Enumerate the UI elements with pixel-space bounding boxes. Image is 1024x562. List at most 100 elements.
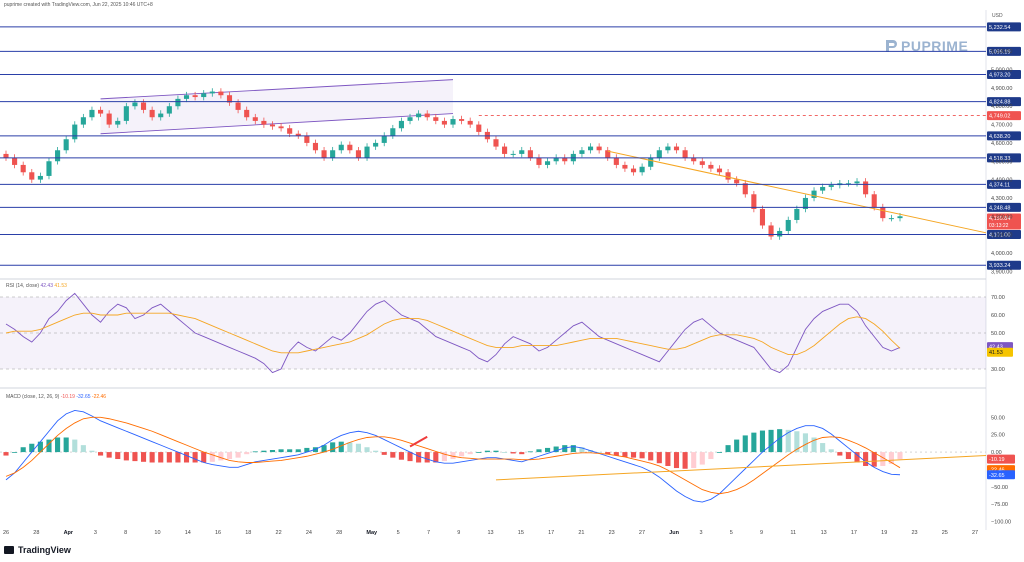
macd-histogram-bar <box>777 429 783 453</box>
candle-body <box>278 126 284 129</box>
level-label-box <box>987 179 1021 189</box>
time-tick-label: 3 <box>94 530 97 536</box>
tradingview-logo-icon <box>4 546 14 554</box>
candle-body <box>252 117 258 121</box>
candle-body <box>845 183 851 185</box>
macd-histogram-bar <box>794 431 800 453</box>
puprime-watermark: PUPRIME <box>884 38 968 54</box>
time-tick-label: 15 <box>518 530 524 536</box>
macd-histogram-bar <box>330 442 336 453</box>
macd-histogram-bar <box>519 452 525 455</box>
macd-histogram-bar <box>888 452 894 464</box>
price-tick-label: 4,600.00 <box>991 141 1012 147</box>
macd-tick-label: 50.00 <box>991 415 1005 421</box>
candle-body <box>390 128 396 136</box>
macd-histogram-bar <box>132 452 138 462</box>
time-tick-label: 9 <box>760 530 763 536</box>
macd-histogram-bar <box>708 452 714 460</box>
time-tick-label: 19 <box>881 530 887 536</box>
macd-histogram-bar <box>802 433 808 453</box>
macd-histogram-bar <box>175 452 181 463</box>
time-tick-label: 5 <box>397 530 400 536</box>
time-tick-label: 23 <box>911 530 917 536</box>
candle-body <box>98 109 104 114</box>
level-label-box <box>987 153 1021 163</box>
time-tick-label: 28 <box>33 530 39 536</box>
rsi-ma-value-box <box>987 347 1013 357</box>
price-tick-label: 4,400.00 <box>991 178 1012 184</box>
level-label-box <box>987 131 1021 141</box>
macd-histogram-bar <box>639 452 645 459</box>
macd-value-box <box>987 454 1015 464</box>
macd-histogram-bar <box>510 452 516 454</box>
candle-body <box>682 150 688 158</box>
macd-hist-value: -10.19 <box>60 394 75 400</box>
candle-body <box>579 150 585 154</box>
macd-histogram-bar <box>338 441 344 453</box>
candle-body <box>158 113 164 118</box>
macd-histogram-bar <box>347 442 353 453</box>
macd-histogram-bar <box>828 449 834 453</box>
last-price-label: 4,190.84 <box>989 216 1010 222</box>
level-label: 4,638.20 <box>989 134 1010 140</box>
candle-body <box>820 186 826 191</box>
price-axis: 5,100.00 5,000.00 4,900.00 4,800.00 4,700.00… <box>991 49 1012 275</box>
macd-histogram-bar <box>871 452 877 467</box>
rsi-tick-label: 50.00 <box>991 331 1005 337</box>
macd-histogram-bar <box>12 452 18 453</box>
candle-body <box>665 146 671 151</box>
macd-histogram-bar <box>63 437 69 453</box>
macd-histogram-bar <box>226 452 233 460</box>
macd-histogram-bar <box>502 452 508 453</box>
macd-histogram-bar <box>613 452 619 456</box>
candle-body <box>888 218 894 220</box>
rsi-ma-line <box>5 312 901 356</box>
candle-body <box>355 150 361 158</box>
candle-body <box>493 139 499 147</box>
time-tick-label: May <box>366 530 378 536</box>
macd-histogram-bar <box>493 450 499 453</box>
time-tick-label: 16 <box>215 530 221 536</box>
macd-histogram-bar <box>845 452 851 460</box>
macd-histogram-bar <box>536 449 542 453</box>
macd-title: MACD (close, 12, 26, 9) -10.19 -32.65 -2… <box>6 394 106 400</box>
candle-body <box>261 120 267 125</box>
macd-histogram-bar <box>20 447 26 453</box>
candle-body <box>639 166 645 173</box>
macd-histogram-bar <box>665 452 671 466</box>
macd-histogram-bar <box>261 450 267 453</box>
time-tick-label: 28 <box>336 530 342 536</box>
macd-histogram-bar <box>295 449 301 453</box>
price-tick-label: 3,900.00 <box>991 269 1012 275</box>
level-label: 3,933.24 <box>989 263 1010 269</box>
candle-body <box>656 150 662 158</box>
candle-body <box>149 109 155 118</box>
candle-body <box>304 135 310 143</box>
time-tick-label: Jun <box>669 530 679 536</box>
macd-histogram-bar <box>29 443 35 453</box>
countdown-label: 03:13:22 <box>989 223 1009 229</box>
macd-histogram-bar <box>72 439 78 453</box>
candle-body <box>622 164 628 169</box>
level-label: 4,101.00 <box>989 232 1010 238</box>
macd-histogram-bar <box>140 452 147 462</box>
level-label-box <box>987 202 1021 212</box>
candle-body <box>536 157 542 165</box>
macd-value-label: -32.65 <box>989 473 1005 479</box>
candle-body <box>244 109 250 118</box>
rsi-tick-label: 60.00 <box>991 313 1005 319</box>
time-tick-label: 13 <box>488 530 494 536</box>
macd-line <box>5 409 901 503</box>
candle-body <box>416 113 422 118</box>
macd-histogram-bar <box>716 452 723 453</box>
macd-arrow <box>409 435 428 448</box>
macd-histogram-bar <box>682 452 688 469</box>
macd-histogram-bar <box>553 446 559 453</box>
candle-body <box>596 146 602 151</box>
candle-body <box>269 124 276 127</box>
rsi-ma-value-label: 41.53 <box>989 350 1003 356</box>
macd-histogram-bar <box>235 452 241 458</box>
level-label-box <box>987 46 1021 56</box>
candle-body <box>673 146 680 151</box>
